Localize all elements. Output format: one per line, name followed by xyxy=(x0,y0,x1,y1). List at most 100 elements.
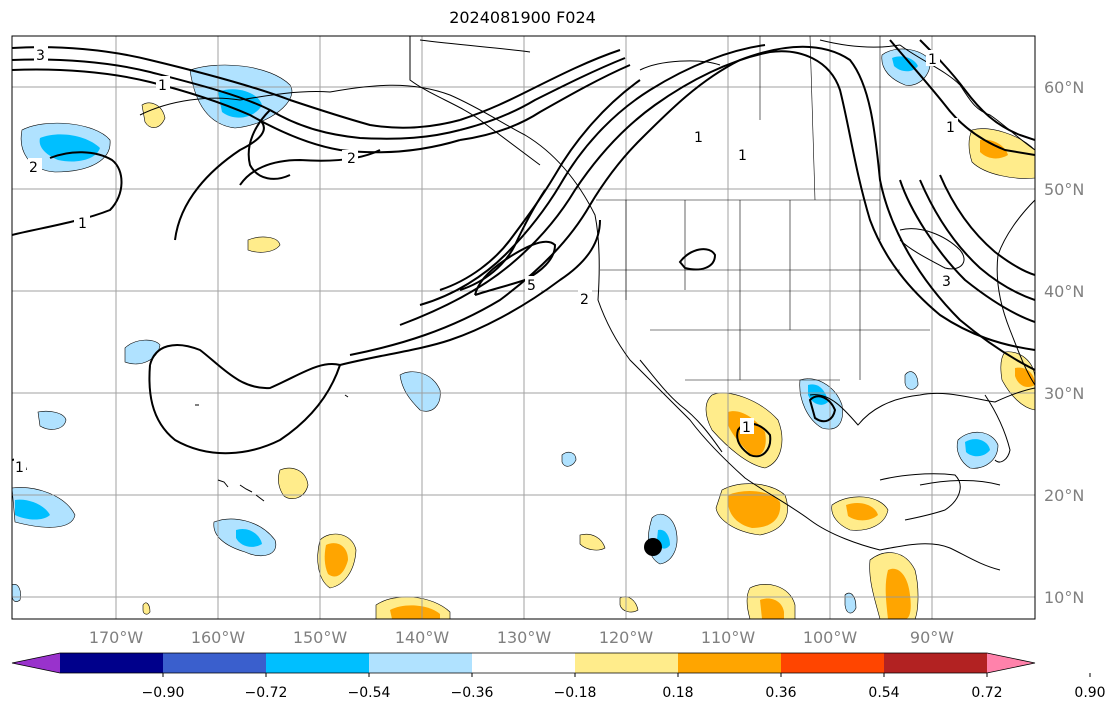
contour-label: 3 xyxy=(942,274,951,290)
contour-upper-5 xyxy=(459,49,621,121)
colorbar-tick-label: −0.54 xyxy=(348,685,391,701)
alaska-coast xyxy=(139,84,1001,571)
lat-label: 10°N xyxy=(1044,588,1084,607)
map-title: 2024081900 F024 xyxy=(449,8,596,27)
pos-anomaly-pacific-2 xyxy=(278,467,309,499)
contour-upper-6 xyxy=(459,57,626,131)
contour-jet-3 xyxy=(419,44,766,306)
lon-label: 170°W xyxy=(89,628,144,647)
contour-label-layer: 3 2 1 1 2 5 2 1 1 1 1 3 1 1 xyxy=(14,46,958,476)
contour-1-pacific-loop xyxy=(148,364,341,455)
cuba xyxy=(919,480,1001,486)
contour-label: 2 xyxy=(580,292,589,308)
gulf-coast xyxy=(809,387,1035,426)
lon-label: 120°W xyxy=(599,628,654,647)
colorbar-segment xyxy=(266,653,370,673)
colorbar-extend-min xyxy=(12,653,60,673)
colorbar-tick-label: 0.90 xyxy=(1074,685,1105,701)
contour-label: 1 xyxy=(78,216,87,232)
contour-upper-2 xyxy=(12,58,461,140)
map-panel: 3 2 1 1 2 5 2 1 1 1 1 3 1 1 xyxy=(12,36,1035,619)
contour-label: 1 xyxy=(158,78,167,94)
colorbar-tick-label: −0.72 xyxy=(245,685,288,701)
contour-1-west xyxy=(12,151,123,236)
contour-label: 1 xyxy=(928,52,937,68)
contour-upper-3 xyxy=(12,68,461,154)
neg-anomaly-small-3 xyxy=(37,410,67,430)
contour-jet-5 xyxy=(459,189,546,291)
latitude-labels: 60°N 50°N 40°N 30°N 20°N 10°N xyxy=(1044,78,1084,607)
pos-anomaly-small-1 xyxy=(141,102,166,128)
neg-anomaly-small-4 xyxy=(561,451,577,467)
colorbar-segment xyxy=(369,653,473,673)
contour-upper-1 xyxy=(12,46,461,129)
lat-label: 20°N xyxy=(1044,486,1084,505)
longitude-labels: 170°W 160°W 150°W 140°W 130°W 120°W 110°… xyxy=(89,628,954,647)
contour-se-2 xyxy=(919,179,1035,301)
pacific-coast-upper xyxy=(409,36,541,166)
canada-arctic xyxy=(419,39,901,71)
colorbar-tick-label: 0.36 xyxy=(765,685,796,701)
contour-label: 5 xyxy=(527,278,536,294)
contour-se-1 xyxy=(899,179,1035,323)
colorbar-tick-label: −0.90 xyxy=(142,685,185,701)
colorbar-tick-label: 0.54 xyxy=(868,685,899,701)
pos-anomaly-small-3 xyxy=(579,533,606,551)
contour-1-loop xyxy=(174,119,265,241)
colorbar-tick-label: 0.72 xyxy=(971,685,1002,701)
colorbar-segment xyxy=(60,653,164,673)
contour-5-loop xyxy=(474,240,557,296)
shading-layer xyxy=(12,48,1035,619)
neg-anomaly-small-5 xyxy=(904,371,919,390)
lon-label: 150°W xyxy=(293,628,348,647)
lon-label: 140°W xyxy=(395,628,450,647)
contour-label: 1 xyxy=(15,460,24,476)
contour-upper-4 xyxy=(247,109,291,180)
contour-label: 1 xyxy=(946,120,955,136)
lat-label: 30°N xyxy=(1044,384,1084,403)
pos-anomaly-small-5 xyxy=(142,602,151,615)
lat-label: 40°N xyxy=(1044,282,1084,301)
colorbar-outline xyxy=(11,652,1036,674)
map-frame xyxy=(11,35,1036,620)
lon-label: 90°W xyxy=(910,628,954,647)
islands xyxy=(195,394,349,502)
colorbar-tick-label: 0.18 xyxy=(662,685,693,701)
contour-1-pacific xyxy=(149,219,601,390)
lon-label: 100°W xyxy=(803,628,858,647)
contour-label: 2 xyxy=(347,151,356,167)
neg-anomaly-small-1 xyxy=(124,339,161,365)
great-lakes xyxy=(899,228,965,270)
contour-small-loop-1 xyxy=(678,248,717,271)
colorbar-segment xyxy=(781,653,885,673)
borders xyxy=(596,36,930,381)
colorbar: −0.90 −0.72 −0.54 −0.36 −0.18 0.18 0.36 0.54 0.7… xyxy=(11,652,1105,701)
contour-upper-7 xyxy=(459,64,631,141)
lon-label: 160°W xyxy=(191,628,246,647)
contour-label: 1 xyxy=(694,130,703,146)
lat-label: 50°N xyxy=(1044,180,1084,199)
contour-gulf-loop xyxy=(808,395,837,423)
contour-label: 1 xyxy=(738,148,747,164)
colorbar-tick-label: −0.36 xyxy=(451,685,494,701)
colorbar-segment xyxy=(678,653,782,673)
contour-2-loop xyxy=(239,149,381,186)
neg-anomaly-small-6 xyxy=(844,592,857,614)
florida xyxy=(984,394,1011,463)
colorbar-tick-label: −0.18 xyxy=(554,685,597,701)
east-coast xyxy=(996,199,1035,386)
baja-peninsula xyxy=(639,359,723,453)
location-marker xyxy=(644,538,662,556)
lon-label: 110°W xyxy=(701,628,756,647)
colorbar-segment xyxy=(884,653,988,673)
colorbar-segment xyxy=(163,653,267,673)
pos-anomaly-small-2 xyxy=(247,236,281,253)
lon-label: 130°W xyxy=(497,628,552,647)
contour-hudson-2 xyxy=(889,39,1035,156)
contour-label: 2 xyxy=(29,160,38,176)
contour-label: 1 xyxy=(742,420,751,436)
contour-se-3 xyxy=(939,174,1035,276)
lat-label: 60°N xyxy=(1044,78,1084,97)
contour-lines xyxy=(12,39,1035,471)
